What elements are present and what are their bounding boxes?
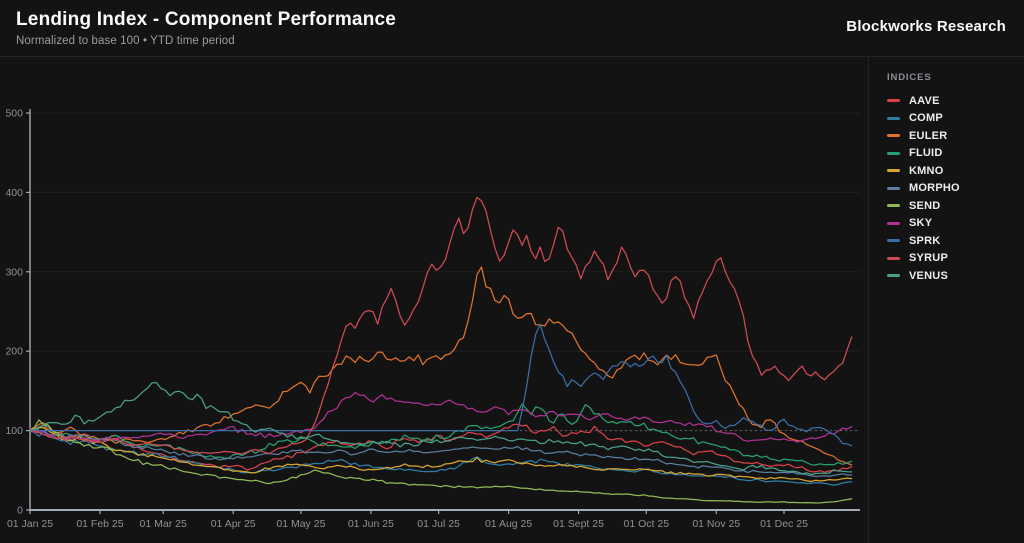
series-line-syrup (29, 196, 853, 455)
legend-swatch-icon (887, 116, 900, 120)
y-tick-label: 300 (5, 266, 23, 278)
legend-item-comp[interactable]: COMP (887, 112, 1018, 124)
legend-item-morpho[interactable]: MORPHO (887, 182, 1018, 194)
legend-swatch-icon (887, 221, 900, 225)
x-tick-label: 01 Mar 25 (140, 518, 187, 530)
series-line-venus (29, 381, 853, 476)
legend-item-send[interactable]: SEND (887, 199, 1018, 212)
legend-swatch-icon (887, 204, 900, 207)
series-line-aave (29, 423, 853, 473)
x-tick-label: 01 Feb 25 (76, 518, 123, 530)
legend-swatch-icon (887, 134, 900, 137)
legend-item-aave[interactable]: AAVE (887, 94, 1018, 107)
legend-item-euler[interactable]: EULER (887, 129, 1018, 142)
legend-item-label: MORPHO (909, 182, 960, 194)
legend-swatch-icon (887, 151, 900, 155)
x-tick-label: 01 May 25 (276, 518, 325, 530)
legend-item-label: SEND (909, 199, 941, 212)
legend-item-label: SPRK (909, 234, 941, 247)
header-titles: Lending Index - Component Performance No… (16, 9, 396, 47)
legend-heading: INDICES (887, 72, 932, 83)
series-line-comp (29, 428, 853, 486)
series-line-send (29, 419, 853, 504)
x-tick-label: 01 Nov 25 (692, 518, 740, 530)
series-line-sprk (29, 323, 853, 447)
chart-area[interactable]: 0 100 200 300 400 500 01 Jan 25 01 Feb 25 01 Mar… (0, 57, 868, 543)
series-line-morpho (29, 430, 853, 478)
performance-chart[interactable]: 0 100 200 300 400 500 01 Jan 25 01 Feb 25 01 Mar… (0, 57, 868, 543)
x-tick-label: 01 Sept 25 (553, 518, 604, 530)
page-title: Lending Index - Component Performance (16, 9, 397, 30)
legend-item-sprk[interactable]: SPRK (887, 234, 1018, 247)
legend-panel: INDICES AAVE COMP EULER FLUID KMNO MORPHO SEND… (868, 57, 1024, 543)
page-subtitle: Normalized to base 100 • YTD time period (16, 34, 235, 47)
x-tick-label: 01 Jun 25 (348, 518, 394, 530)
legend-item-label: FLUID (909, 147, 943, 159)
content: 0 100 200 300 400 500 01 Jan 25 01 Feb 25 01 Mar… (0, 57, 1024, 543)
legend-item-label: EULER (909, 129, 948, 142)
legend-swatch-icon (887, 274, 900, 277)
brand-logo: Blockworks Research (846, 18, 1006, 35)
y-tick-label: 400 (5, 187, 23, 199)
x-tick-label: 01 Oct 25 (624, 518, 670, 530)
legend-swatch-icon (887, 239, 900, 242)
legend-swatch-icon (887, 169, 900, 172)
legend-item-label: SKY (909, 217, 933, 229)
legend-swatch-icon (887, 256, 900, 260)
legend-item-label: VENUS (909, 269, 948, 282)
x-tick-label: 01 Jul 25 (417, 518, 460, 530)
series-line-kmno (29, 426, 853, 483)
legend-items: AAVE COMP EULER FLUID KMNO MORPHO SEND SKY SPRK S… (887, 94, 1018, 282)
series-line-euler (29, 266, 853, 466)
legend-item-fluid[interactable]: FLUID (887, 147, 1018, 159)
legend-item-venus[interactable]: VENUS (887, 269, 1018, 282)
x-tick-label: 01 Aug 25 (485, 518, 532, 530)
legend-swatch-icon (887, 186, 900, 190)
x-tick-label: 01 Jan 25 (7, 518, 53, 530)
y-tick-label: 100 (5, 425, 23, 437)
x-tick-label: 01 Dec 25 (760, 518, 808, 530)
x-tick-label: 01 Apr 25 (211, 518, 256, 530)
y-tick-label: 0 (17, 505, 23, 517)
legend-swatch-icon (887, 99, 900, 102)
legend-item-label: SYRUP (909, 252, 948, 264)
y-tick-label: 200 (5, 346, 23, 358)
legend-item-sky[interactable]: SKY (887, 217, 1018, 229)
header: Lending Index - Component Performance No… (0, 0, 1024, 57)
y-tick-label: 500 (5, 108, 23, 120)
series-line-sky (29, 391, 853, 443)
legend-item-label: AAVE (909, 94, 940, 107)
legend-item-label: COMP (909, 112, 943, 124)
legend-item-syrup[interactable]: SYRUP (887, 252, 1018, 264)
legend-item-label: KMNO (909, 164, 944, 177)
legend-item-kmno[interactable]: KMNO (887, 164, 1018, 177)
